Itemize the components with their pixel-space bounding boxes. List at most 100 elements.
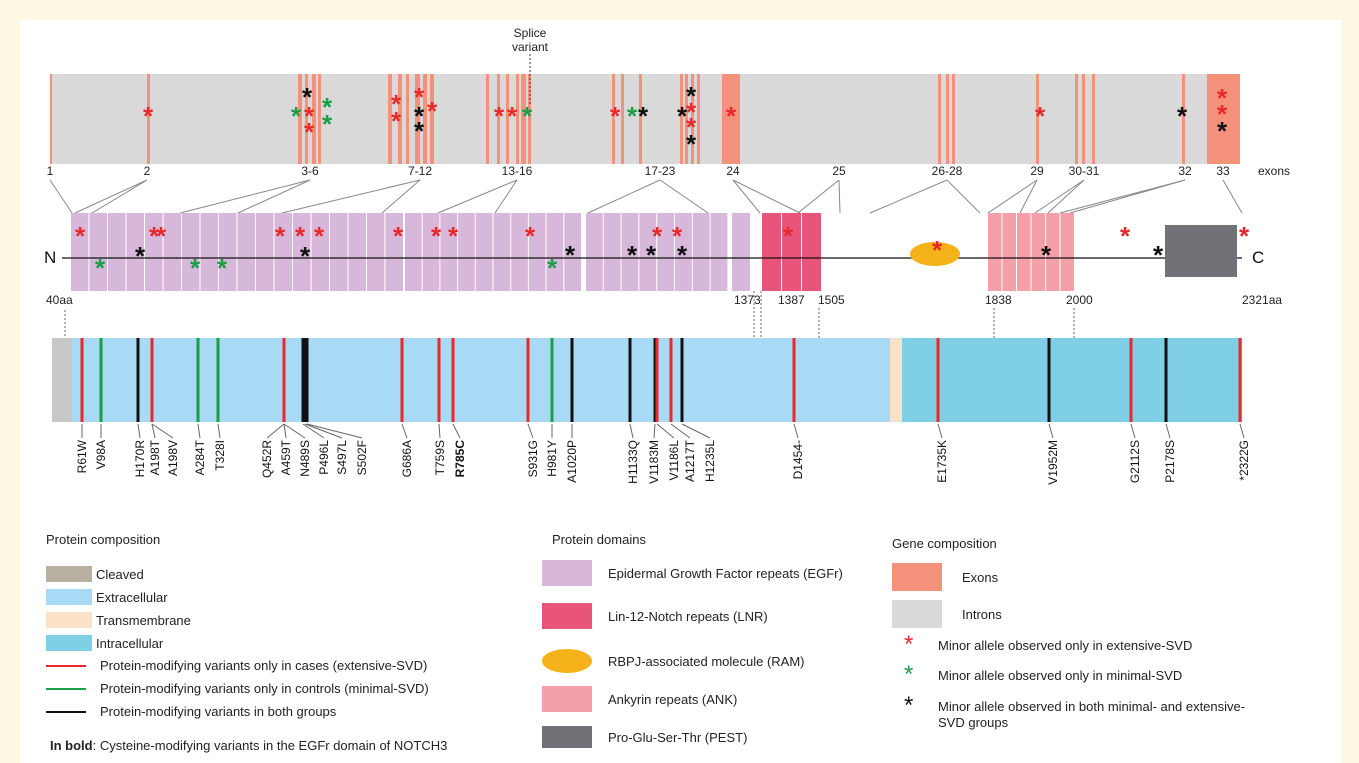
legend-label-cases: Protein-modifying variants only in cases… (100, 658, 428, 673)
exon-stripe (50, 74, 52, 164)
protein-variant-star: * (1120, 221, 1131, 251)
egf-repeat (458, 213, 475, 291)
notch3-diagram: *** * ** ** * *** * * * * * * * ****** * **** Splice va… (44, 26, 1290, 485)
gene-variant-star: * (1217, 99, 1228, 129)
cleaved-region (52, 338, 72, 422)
exon-stripe (318, 74, 321, 164)
gene-variant-star: * (302, 82, 313, 112)
protein-variant-star: * (1153, 240, 1164, 270)
protein-variant-stars: ** **** ** * *** * * ** * * ** *** * **** (75, 221, 1250, 283)
egf-repeat (603, 213, 621, 291)
exons-word: exons (1258, 164, 1290, 178)
variant-label-connector (937, 423, 943, 439)
exon-label: 25 (832, 164, 846, 178)
exon-stripe (685, 74, 688, 164)
exon-stripe (415, 74, 420, 164)
legend-label-star-controls: Minor allele observed only in minimal-SV… (938, 667, 1183, 683)
legend-item-exons: Exons (892, 563, 998, 591)
variant-label: S497L (335, 440, 349, 475)
protein-variant-star: * (149, 221, 160, 251)
legend-item-introns: Introns (892, 600, 1002, 628)
legend-title-gene: Gene composition (892, 536, 997, 551)
exon-stripe (697, 74, 700, 164)
egf-repeat (732, 213, 750, 291)
variant-label-connector (438, 423, 441, 439)
exon-stripe (691, 74, 694, 164)
egf-repeat (639, 213, 657, 291)
protein-variant-star: * (314, 221, 325, 251)
exon-stripe (528, 74, 531, 164)
legend-title-protein-composition: Protein composition (46, 532, 161, 547)
egf-repeat (586, 213, 603, 291)
variant-label: A284T (193, 439, 207, 475)
connector-line (1034, 179, 1085, 214)
protein-variant-star: * (932, 235, 943, 265)
gene-variant-star: * (414, 101, 425, 131)
connector-line (1047, 179, 1085, 214)
connector-line (587, 179, 661, 214)
c-terminus-label: C (1252, 248, 1264, 267)
variant-label-connector (266, 423, 285, 439)
connector-line (49, 179, 73, 214)
legend-line-controls: Protein-modifying variants only in contr… (46, 681, 429, 696)
connector-line (281, 179, 421, 214)
variant-label-connector (197, 423, 201, 439)
gene-variant-star: * (522, 101, 533, 131)
legend-label-ram: RBPJ-associated molecule (RAM) (608, 653, 805, 669)
protein-variant-star: * (627, 240, 638, 270)
exon-label: 17-23 (645, 164, 676, 178)
exon-stripe (1182, 74, 1185, 164)
exon-label: 3-6 (301, 164, 319, 178)
variant-labels: R61W V98A H170R A198T A198V A284T T328I Q452R A4… (75, 439, 1251, 484)
legend-item-intracellular: Intracellular (46, 635, 163, 651)
protein-domains (71, 213, 1074, 291)
bold-note-label: In bold (50, 738, 93, 753)
variant-label-connector (527, 423, 534, 439)
exon-domain-connectors (49, 179, 1243, 214)
connector-line (1069, 179, 1186, 214)
ank-repeat (1046, 213, 1060, 291)
gene-variant-star: * (291, 101, 302, 131)
legend-label-star-cases: Minor allele observed only in extensive-… (938, 637, 1193, 653)
protein-variant-star: * (75, 221, 86, 251)
ank-repeat (1060, 213, 1074, 291)
legend-star-both-2: SVD groups (938, 715, 1009, 730)
position-label: 1505 (818, 293, 845, 307)
connector-line (237, 179, 311, 214)
exon-stripe (423, 74, 427, 164)
gene-variant-star: * (427, 96, 438, 126)
egf-repeat (405, 213, 422, 291)
protein-variant-star: * (393, 221, 404, 251)
variant-label: V98A (94, 440, 108, 469)
legend-label-lnr: Lin-12-Notch repeats (LNR) (608, 608, 768, 624)
connector-line (869, 179, 948, 214)
legend-label-cleaved: Cleaved (96, 566, 144, 582)
gene-variant-star: * (686, 112, 697, 142)
black-star-icon: * (904, 692, 914, 719)
exon-stripe (1075, 74, 1078, 164)
legend-item-egfr: Epidermal Growth Factor repeats (EGFr) (542, 560, 843, 586)
variant-label: P2178S (1163, 440, 1177, 483)
exon-stripe (680, 74, 683, 164)
legend-protein-composition: Protein composition Cleaved Extracellula… (20, 20, 1342, 763)
legend-star-controls: * Minor allele observed only in minimal-S… (904, 663, 1183, 687)
legend-label-controls: Protein-modifying variants only in contr… (100, 681, 429, 696)
gene-variant-star: * (304, 117, 315, 147)
connector-line (732, 179, 761, 214)
gene-variant-star: * (322, 109, 333, 139)
exon-stripe (1092, 74, 1095, 164)
variant-label-connector (283, 423, 306, 439)
variant-label: H1133Q (626, 440, 640, 484)
variant-label: H1235L (703, 440, 717, 482)
connector-line (74, 179, 148, 214)
legend-label-exons: Exons (962, 569, 999, 585)
gene-variant-star: * (686, 81, 697, 111)
connector-line (1019, 179, 1038, 214)
red-star-icon: * (904, 631, 914, 658)
exon-stripe (406, 74, 409, 164)
protein-variant-star: * (783, 221, 794, 251)
legend-item-pest: Pro-Glu-Ser-Thr (PEST) (542, 726, 747, 748)
exon-label: 7-12 (408, 164, 432, 178)
variant-label: R61W (75, 439, 89, 473)
legend-star-cases: * Minor allele observed only in extensive… (904, 631, 1193, 658)
